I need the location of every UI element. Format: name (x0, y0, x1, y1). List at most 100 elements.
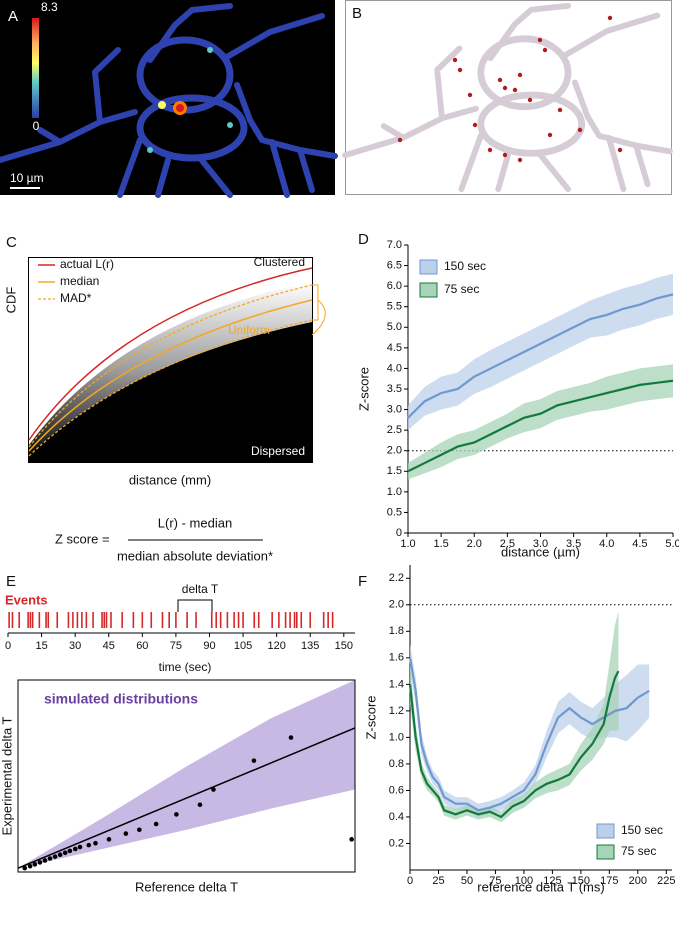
x-tick-label: 4.5 (632, 538, 647, 550)
point (137, 827, 142, 833)
x-tick-label: 125 (543, 875, 561, 887)
x-tick-label: 4.0 (599, 538, 614, 550)
x-tick-label: 75 (489, 875, 501, 887)
x-tick-label: 1.0 (400, 538, 415, 550)
x-tick-label: 50 (461, 875, 473, 887)
point (67, 848, 73, 854)
y-tick-label: 0 (396, 527, 402, 539)
y-tick-label: 0.2 (389, 837, 404, 849)
y-tick-label: 0.6 (389, 784, 404, 796)
region-label: Clustered (254, 255, 305, 269)
legend-label: 150 sec (444, 259, 486, 273)
x-tick-label: 30 (69, 640, 81, 652)
axis-label: reference delta T (ms) (477, 879, 604, 894)
panel-letter: E (6, 573, 16, 590)
plot-title: simulated distributions (44, 691, 198, 707)
y-tick-label: 0.4 (389, 811, 404, 823)
legend-label: MAD* (60, 291, 92, 305)
y-tick-label: 2.2 (389, 572, 404, 584)
legend-swatch (596, 844, 615, 860)
x-tick-label: 75 (170, 640, 182, 652)
x-tick-label: 225 (657, 875, 675, 887)
legend-swatch (419, 282, 438, 298)
y-tick-label: 5.0 (387, 321, 402, 333)
point (52, 854, 58, 859)
point (72, 846, 78, 852)
x-tick-label: 1.5 (433, 538, 448, 550)
series-line (408, 657, 650, 812)
axis-label: Z-score (363, 695, 378, 739)
x-tick-label: 150 (572, 875, 590, 887)
legend-label: 75 sec (621, 844, 656, 858)
point (174, 812, 179, 817)
simulated-band (18, 680, 355, 869)
legend-label: 75 sec (444, 282, 479, 296)
legend-swatch (419, 259, 438, 275)
colorbar-max: 8.3 (41, 0, 58, 14)
x-tick-label: 200 (629, 875, 647, 887)
y-tick-label: 2.0 (387, 445, 402, 457)
error-band (410, 611, 619, 823)
delta-bracket (177, 599, 213, 612)
panel-letter: D (358, 231, 369, 248)
fit-line (18, 727, 355, 869)
point (93, 840, 98, 846)
point (37, 860, 43, 865)
puncta (397, 15, 623, 163)
point (27, 863, 33, 869)
axis-label: distance (mm) (129, 472, 211, 487)
point (349, 837, 354, 842)
point (106, 837, 112, 842)
point (123, 831, 129, 836)
formula-denominator: median absolute deviation* (117, 548, 273, 563)
panel-letter: F (358, 573, 367, 590)
scale-bar-label: 10 µm (10, 171, 44, 185)
x-tick-label: 105 (234, 640, 252, 652)
x-tick-label: 15 (35, 640, 47, 652)
point (153, 821, 159, 827)
x-tick-label: 0 (5, 640, 11, 652)
y-tick-label: 1.0 (387, 486, 402, 498)
axis-label: Z-score (356, 367, 371, 411)
y-tick-label: 1.4 (389, 678, 404, 690)
x-tick-label: 100 (515, 875, 533, 887)
point (197, 802, 203, 808)
x-tick-label: 25 (432, 875, 444, 887)
y-tick-label: 1.5 (387, 465, 402, 477)
point (288, 735, 294, 740)
axis-label: Experimental delta T (0, 716, 14, 835)
region-label: Dispersed (251, 444, 305, 458)
x-tick-label: 3.5 (566, 538, 581, 550)
series-label: Events (5, 592, 48, 607)
point (211, 787, 216, 792)
plot-area (18, 680, 355, 871)
panel-letter: C (6, 234, 17, 251)
x-tick-label: 2.5 (500, 538, 515, 550)
y-tick-label: 3.0 (387, 403, 402, 415)
cdf-schematic (28, 257, 326, 463)
x-tick-label: 150 (335, 640, 353, 652)
hotspots (147, 47, 233, 153)
formula-numerator: L(r) - median (158, 515, 232, 530)
legend-label: actual L(r) (60, 257, 114, 271)
x-tick-label: 5.0 (665, 538, 679, 550)
point (32, 862, 38, 867)
y-tick-label: 1.2 (389, 705, 404, 717)
x-tick-label: 3.0 (533, 538, 548, 550)
point (22, 865, 28, 871)
x-tick-label: 0 (407, 875, 413, 887)
formula-lhs: Z score = (55, 531, 110, 546)
point (42, 858, 48, 863)
x-tick-label: 175 (600, 875, 618, 887)
axis-label: time (sec) (159, 660, 212, 674)
annotation: delta T (182, 582, 219, 596)
series-line (407, 293, 674, 419)
y-tick-label: 4.0 (387, 362, 402, 374)
legend-label: median (60, 274, 99, 288)
x-tick-label: 135 (301, 640, 319, 652)
y-tick-label: 3.5 (387, 383, 402, 395)
x-tick-label: 90 (203, 640, 215, 652)
legend-swatch (596, 823, 615, 839)
